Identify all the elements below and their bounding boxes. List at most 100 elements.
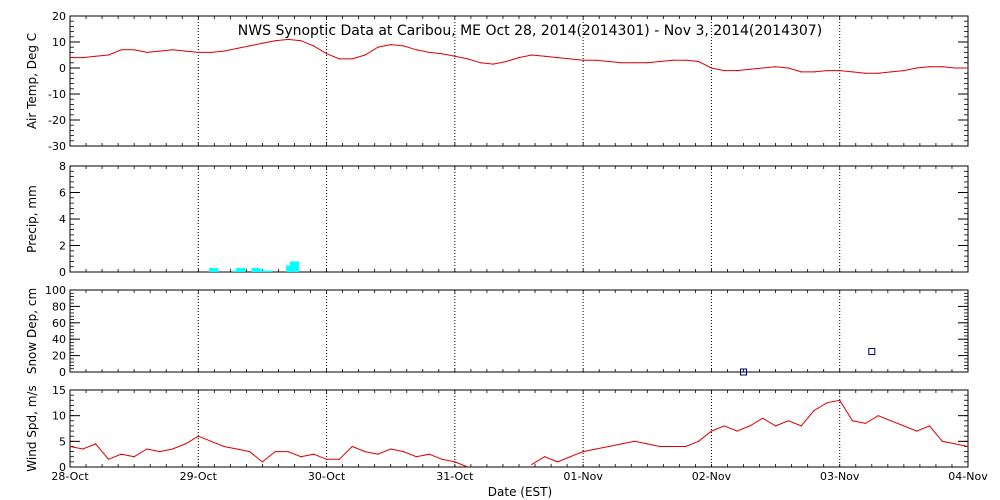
data-point [402, 451, 405, 453]
data-point [133, 456, 135, 458]
data-point [415, 49, 417, 51]
y-tick-label: 6 [59, 187, 66, 200]
data-point [210, 440, 212, 442]
data-point [518, 57, 520, 59]
y-tick-label: 60 [52, 317, 66, 330]
data-point [133, 49, 135, 51]
panel-precip: 0 2 4 6 8 Precip, mm [25, 160, 969, 279]
data-point [364, 54, 366, 56]
data-point [851, 420, 854, 422]
x-tick-label: 31-Oct [436, 470, 474, 483]
data-point [441, 53, 443, 55]
data-point [69, 57, 71, 59]
data-point [415, 456, 417, 458]
data-point [184, 50, 187, 52]
data-point [120, 49, 122, 51]
data-point [890, 420, 892, 422]
data-point [954, 443, 956, 445]
data-point [544, 456, 546, 458]
data-point [107, 458, 110, 460]
data-point [313, 45, 315, 47]
data-point [274, 40, 276, 42]
data-point [325, 53, 328, 55]
data-point [723, 70, 725, 72]
x-tick-label: 04-Nov [948, 470, 988, 483]
data-point [338, 458, 340, 460]
data-point [877, 415, 879, 417]
data-point [621, 443, 623, 445]
data-point [287, 38, 289, 41]
data-point [428, 51, 430, 54]
data-point [826, 70, 828, 72]
x-tick-label: 28-Oct [51, 470, 89, 483]
data-point [864, 72, 866, 74]
data-point [377, 46, 379, 48]
data-point [659, 445, 661, 448]
data-point [723, 425, 725, 427]
data-point [274, 451, 276, 453]
data-point [698, 60, 700, 63]
y-tick-label: 20 [52, 350, 66, 363]
y-tick-label: 80 [52, 300, 66, 313]
data-point [672, 59, 674, 61]
data-point [184, 443, 187, 445]
data-point [210, 51, 212, 54]
data-point [159, 451, 161, 453]
data-point [325, 458, 328, 460]
y-tick-label: -10 [48, 88, 66, 101]
data-point [941, 66, 943, 68]
data-point [82, 57, 84, 59]
data-point [864, 422, 866, 424]
data-point [646, 62, 648, 64]
panel-wind-speed: 0 5 10 15 Wind Spd, m/s [25, 384, 969, 474]
data-point [698, 440, 700, 442]
data-point [762, 67, 764, 69]
y-tick-label: 5 [59, 435, 66, 448]
x-tick-label: 29-Oct [180, 470, 218, 483]
data-point [839, 399, 841, 401]
y-tick-label: 0 [59, 62, 66, 75]
data-point [390, 448, 392, 450]
y-tick-label: 10 [52, 36, 66, 49]
data-point [633, 440, 636, 442]
data-point [710, 67, 713, 69]
data-point [479, 62, 482, 64]
data-point [903, 425, 905, 427]
data-point [531, 463, 533, 466]
data-point [762, 417, 764, 419]
data-point [338, 58, 340, 60]
y-tick-label: 20 [52, 10, 66, 23]
data-point [159, 50, 161, 52]
data-point [120, 453, 122, 455]
data-point [826, 402, 828, 404]
data-point [441, 458, 443, 460]
panel-snow-depth: 0 20 40 60 80 100 Snow Dep, cm [25, 284, 969, 379]
data-point [197, 51, 199, 54]
data-point [877, 72, 879, 74]
y-tick-label: 100 [45, 284, 66, 297]
data-point [928, 66, 931, 68]
data-point [595, 59, 597, 61]
data-point [287, 451, 289, 453]
data-point [236, 47, 238, 50]
y-tick-label: 0 [59, 266, 66, 279]
data-point [928, 425, 931, 427]
y-tick-label: 40 [52, 333, 66, 346]
data-point [813, 409, 815, 412]
data-point [608, 445, 610, 448]
data-point [556, 461, 559, 463]
data-point [916, 67, 918, 69]
data-point [454, 55, 456, 57]
data-point [454, 461, 456, 463]
data-point [916, 430, 918, 432]
data-point [82, 448, 84, 450]
data-point [390, 44, 392, 46]
y-tick-label: 4 [59, 213, 66, 226]
data-point [364, 451, 366, 453]
data-point [351, 445, 353, 448]
data-point [249, 45, 251, 47]
data-point [95, 55, 97, 57]
data-point [300, 40, 302, 42]
data-point [736, 70, 738, 72]
data-point [377, 453, 379, 455]
